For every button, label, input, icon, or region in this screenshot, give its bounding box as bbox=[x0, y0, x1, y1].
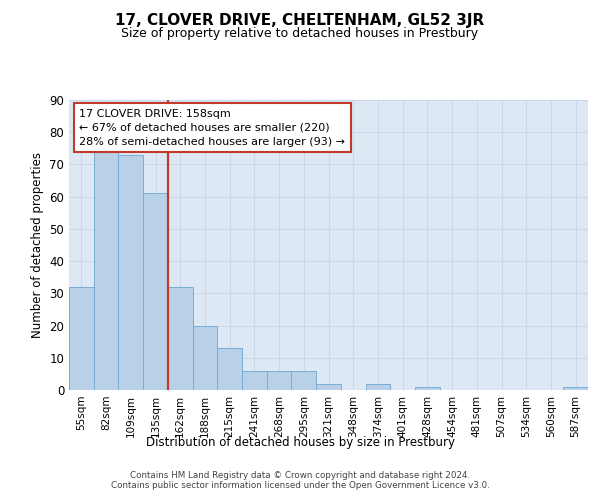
Bar bbox=[217, 348, 242, 390]
Bar bbox=[143, 194, 168, 390]
Bar bbox=[193, 326, 217, 390]
Bar bbox=[292, 370, 316, 390]
Text: Distribution of detached houses by size in Prestbury: Distribution of detached houses by size … bbox=[146, 436, 455, 449]
Y-axis label: Number of detached properties: Number of detached properties bbox=[31, 152, 44, 338]
Text: 17, CLOVER DRIVE, CHELTENHAM, GL52 3JR: 17, CLOVER DRIVE, CHELTENHAM, GL52 3JR bbox=[115, 12, 485, 28]
Bar bbox=[118, 155, 143, 390]
Text: 17 CLOVER DRIVE: 158sqm
← 67% of detached houses are smaller (220)
28% of semi-d: 17 CLOVER DRIVE: 158sqm ← 67% of detache… bbox=[79, 108, 346, 146]
Text: Contains HM Land Registry data © Crown copyright and database right 2024.
Contai: Contains HM Land Registry data © Crown c… bbox=[110, 470, 490, 490]
Bar bbox=[267, 370, 292, 390]
Bar bbox=[563, 387, 588, 390]
Bar bbox=[316, 384, 341, 390]
Bar bbox=[168, 287, 193, 390]
Bar bbox=[69, 287, 94, 390]
Bar bbox=[94, 148, 118, 390]
Bar bbox=[415, 387, 440, 390]
Bar bbox=[242, 370, 267, 390]
Bar bbox=[365, 384, 390, 390]
Text: Size of property relative to detached houses in Prestbury: Size of property relative to detached ho… bbox=[121, 28, 479, 40]
